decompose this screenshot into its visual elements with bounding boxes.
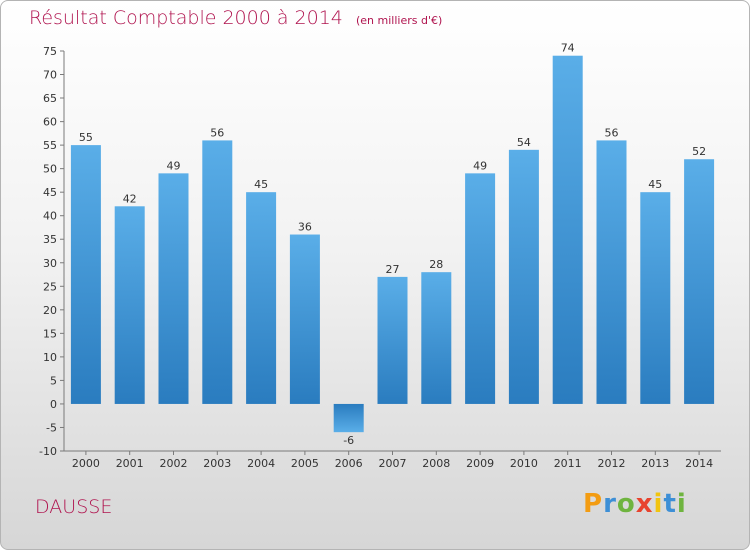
y-tick-label: 5: [50, 374, 57, 387]
bar-2004: [246, 192, 277, 404]
logo-letter: i: [676, 489, 687, 519]
bar-2000: [70, 145, 101, 404]
logo-letter: o: [616, 489, 636, 519]
bar-2008: [421, 272, 452, 404]
y-tick-label: 75: [43, 45, 57, 58]
data-label-2014: 52: [692, 145, 706, 158]
x-tick-label: 2011: [554, 457, 582, 470]
logo-letter: x: [635, 489, 654, 519]
y-tick-label: 35: [43, 233, 57, 246]
y-tick-label: 40: [43, 210, 57, 223]
data-label-2004: 45: [254, 178, 268, 191]
data-label-2013: 45: [648, 178, 662, 191]
data-labels-group: 55 42 49 56 45 36 -6 27 28 49 54 74 56 45 52: [79, 42, 706, 447]
y-tick-label: -5: [46, 421, 57, 434]
bar-2003: [202, 140, 233, 404]
bar-2014: [684, 159, 715, 404]
x-tick-label: 2002: [160, 457, 188, 470]
y-tick-label: 10: [43, 351, 57, 364]
x-tick-label: 2013: [641, 457, 669, 470]
bar-2010: [508, 149, 539, 404]
bars-group: [70, 55, 715, 433]
logo-letter: t: [663, 489, 677, 519]
y-tick-label: 0: [50, 398, 57, 411]
x-tick-label: 2005: [291, 457, 319, 470]
data-label-2000: 55: [79, 131, 93, 144]
logo-letter: P: [583, 489, 604, 519]
data-label-2012: 56: [605, 126, 619, 139]
x-tick-label: 2006: [335, 457, 363, 470]
x-tick-label: 2007: [379, 457, 407, 470]
x-tick-label: 2004: [247, 457, 275, 470]
data-label-2007: 27: [386, 263, 400, 276]
logo-letter: i: [653, 489, 664, 519]
bar-2002: [158, 173, 189, 404]
chart-title: Résultat Comptable 2000 à 2014: [29, 7, 343, 29]
bar-2013: [640, 192, 671, 404]
x-tick-label: 2000: [72, 457, 100, 470]
bar-2009: [465, 173, 496, 404]
commune-name: DAUSSE: [35, 496, 113, 518]
bar-2011: [552, 55, 583, 404]
logo-letter: r: [603, 489, 617, 519]
chart-subtitle: (en milliers d'€): [355, 14, 443, 27]
data-label-2002: 49: [167, 159, 181, 172]
y-tick-label: 45: [43, 186, 57, 199]
bar-2006: [333, 403, 364, 433]
data-label-2006: -6: [343, 434, 354, 447]
data-label-2009: 49: [473, 159, 487, 172]
x-tick-label: 2008: [422, 457, 450, 470]
y-tick-label: 55: [43, 139, 57, 152]
data-label-2005: 36: [298, 221, 312, 234]
y-tick-label: 60: [43, 116, 57, 129]
y-tick-label: 70: [43, 69, 57, 82]
data-label-2008: 28: [429, 258, 443, 271]
data-label-2003: 56: [210, 126, 224, 139]
data-label-2001: 42: [123, 192, 137, 205]
y-tick-label: 20: [43, 304, 57, 317]
x-tick-label: 2014: [685, 457, 713, 470]
y-tick-label: 30: [43, 257, 57, 270]
chart-title-block: Résultat Comptable 2000 à 2014 (en milli…: [29, 7, 442, 29]
x-tick-label: 2009: [466, 457, 494, 470]
bar-2007: [377, 276, 408, 404]
y-tick-label: -10: [39, 445, 57, 458]
data-label-2011: 74: [561, 42, 575, 55]
y-tick-label: 65: [43, 92, 57, 105]
bar-2012: [596, 140, 627, 404]
x-tick-label: 2010: [510, 457, 538, 470]
x-tick-label: 2012: [598, 457, 626, 470]
bar-2005: [289, 234, 320, 404]
proxiti-logo: Proxiti: [583, 489, 687, 519]
y-tick-label: 15: [43, 327, 57, 340]
x-tick-label: 2003: [203, 457, 231, 470]
bar-2001: [114, 206, 145, 404]
data-label-2010: 54: [517, 136, 531, 149]
y-tick-label: 25: [43, 280, 57, 293]
axes-group: -10 -5 0 5 10 15 20 25 30 35 40 45 50 55 60 65 70 75 2000 2…: [39, 45, 721, 470]
x-tick-label: 2001: [116, 457, 144, 470]
y-tick-label: 50: [43, 163, 57, 176]
